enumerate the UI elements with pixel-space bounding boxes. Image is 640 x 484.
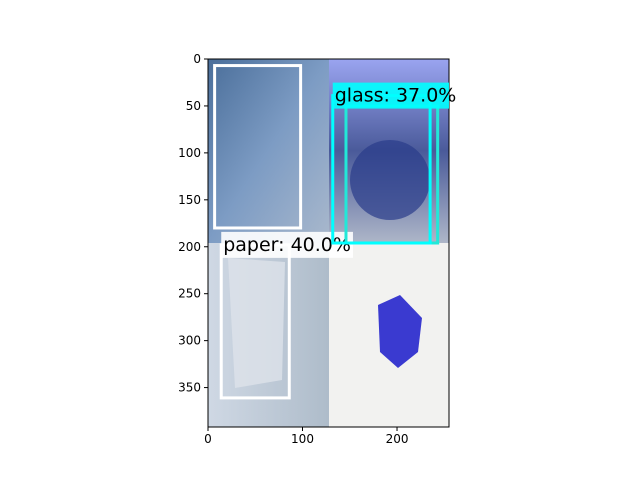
image-tile [208, 59, 329, 243]
y-tick-label: 50 [186, 99, 201, 113]
y-tick-label: 300 [178, 334, 201, 348]
image-detail [378, 295, 422, 368]
box-label-bg [221, 231, 353, 258]
y-tick-label: 0 [193, 52, 201, 66]
bounding-box [213, 64, 303, 230]
y-tick-label: 350 [178, 381, 201, 395]
image-detail [350, 140, 430, 220]
box-label: paper: 40.0% [223, 234, 351, 256]
box-label: glass: 37.0% [335, 85, 457, 107]
axes-frame [207, 58, 450, 428]
y-tick-label: 150 [178, 193, 201, 207]
x-tick-label: 200 [386, 432, 409, 446]
x-tick-label: 100 [291, 432, 314, 446]
y-tick-label: 200 [178, 240, 201, 254]
image-detail [228, 258, 285, 388]
box-label-bg [332, 82, 449, 109]
y-tick-label: 100 [178, 146, 201, 160]
y-tick-label: 250 [178, 287, 201, 301]
x-tick-label: 0 [204, 432, 212, 446]
